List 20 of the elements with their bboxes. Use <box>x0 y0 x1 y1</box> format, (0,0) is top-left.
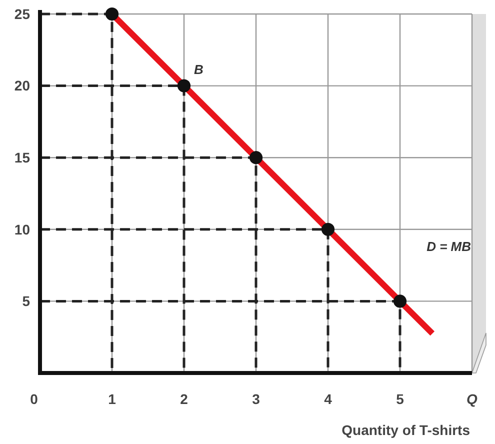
point <box>177 79 191 92</box>
x-tick-label: 5 <box>396 391 404 407</box>
x-tick-label: 4 <box>324 391 332 407</box>
annotation: B <box>194 62 204 77</box>
point <box>249 151 263 164</box>
y-tick-label: 15 <box>14 150 30 166</box>
x-axis-title: Quantity of T-shirts <box>342 422 470 438</box>
point <box>105 7 119 21</box>
x-tick-label: 3 <box>252 391 260 407</box>
x-tick-label: Q <box>466 391 478 407</box>
x-tick-label: 1 <box>108 391 116 407</box>
point <box>393 294 407 308</box>
annotation: D = MB <box>426 238 471 254</box>
y-tick-label: 20 <box>14 78 30 94</box>
y-tick-label: 10 <box>14 221 30 238</box>
y-tick-label: 5 <box>22 293 30 310</box>
x-tick-label: 2 <box>180 391 188 407</box>
point <box>321 222 335 236</box>
y-tick-label: 25 <box>14 6 30 22</box>
x-tick-label: 0 <box>30 391 38 407</box>
